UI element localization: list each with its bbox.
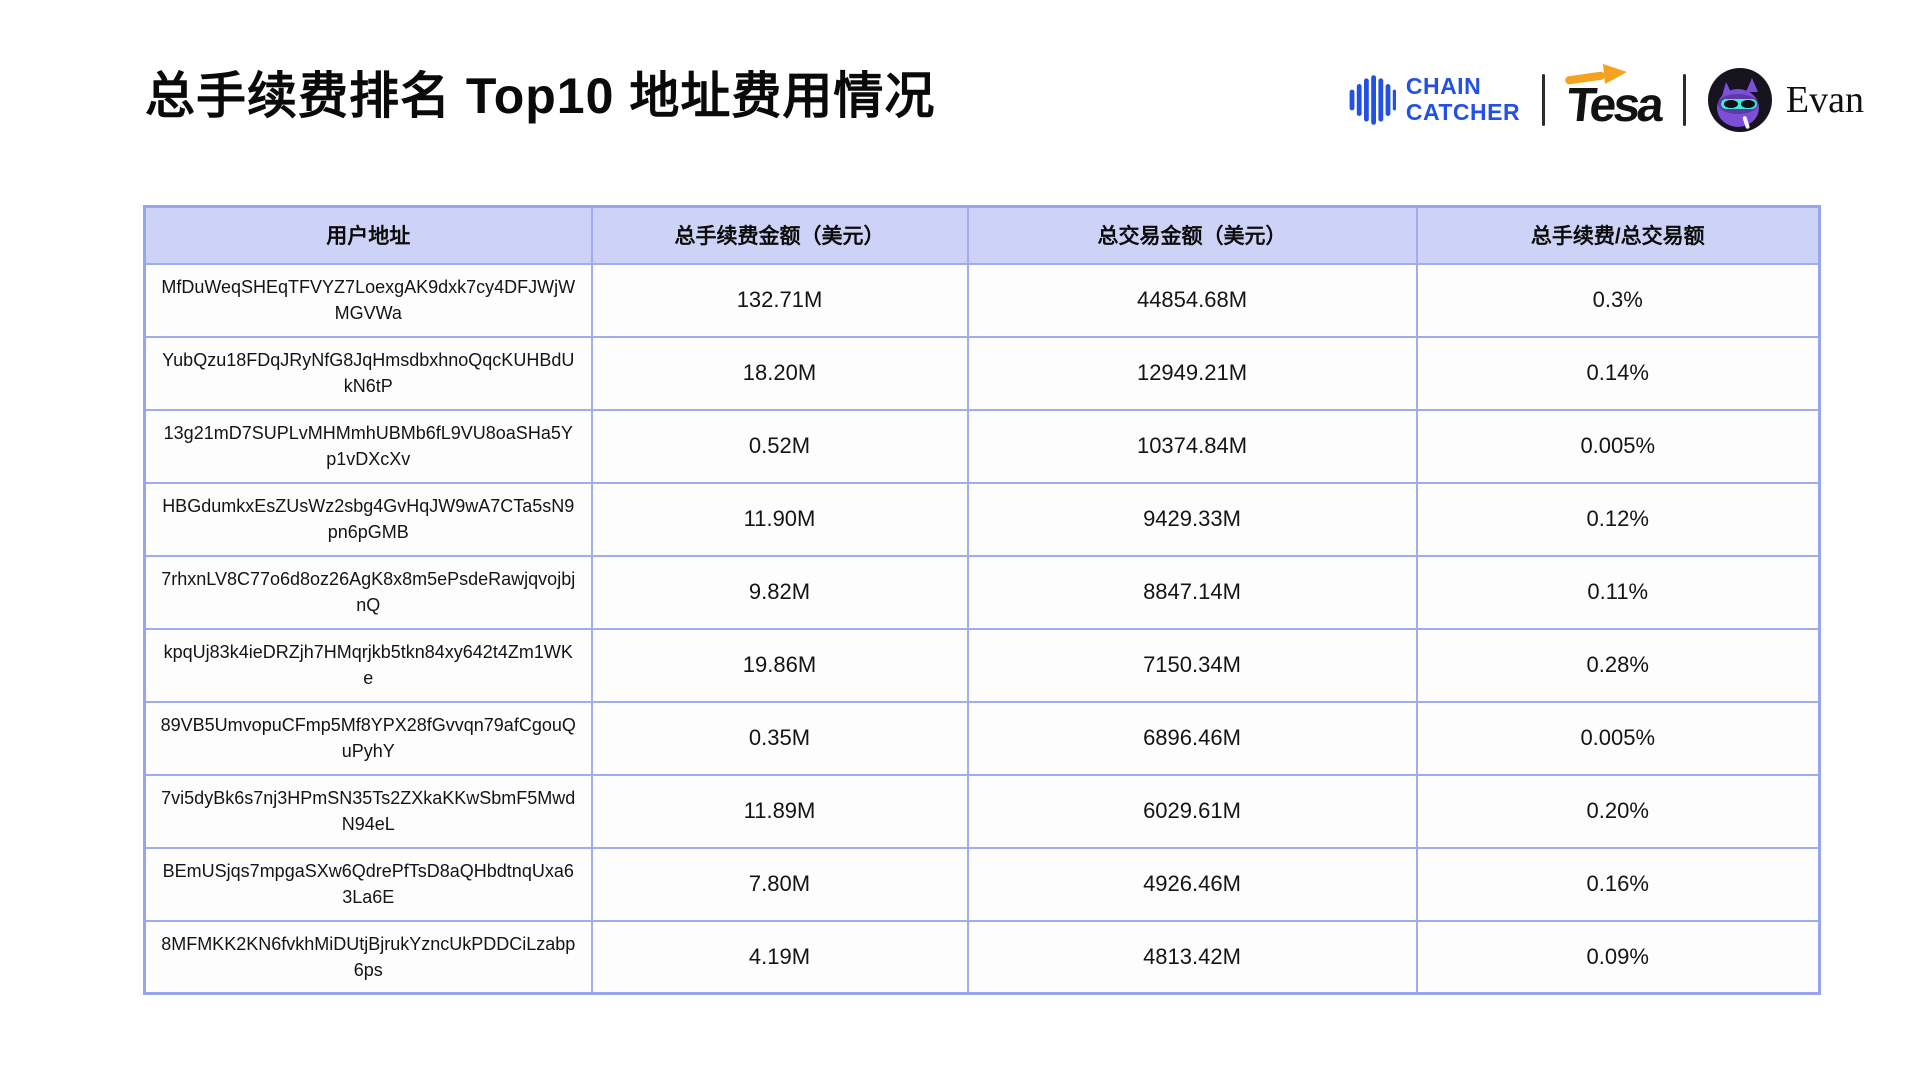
header-total-fee: 总手续费金额（美元） — [590, 205, 969, 265]
evan-logo: Evan — [1707, 68, 1864, 132]
address-cell: YubQzu18FDqJRyNfG8JqHmsdbxhnoQqcKUHBdUkN… — [143, 335, 593, 411]
chaincatcher-bars-icon — [1349, 75, 1396, 125]
page-title: 总手续费排名 Top10 地址费用情况 — [145, 68, 936, 124]
address-cell: 7rhxnLV8C77o6d8oz26AgK8x8m5ePsdeRawjqvoj… — [143, 554, 593, 630]
header-fee-ratio: 总手续费/总交易额 — [1415, 205, 1821, 265]
address-cell: MfDuWeqSHEqTFVYZ7LoexgAK9dxk7cy4DFJWjWMG… — [143, 262, 593, 338]
fee-cell: 4.19M — [590, 919, 969, 995]
ratio-cell: 0.12% — [1415, 481, 1821, 557]
volume-cell: 6029.61M — [966, 773, 1418, 849]
ratio-cell: 0.09% — [1415, 919, 1821, 995]
ratio-cell: 0.005% — [1415, 700, 1821, 776]
ratio-cell: 0.20% — [1415, 773, 1821, 849]
volume-cell: 4926.46M — [966, 846, 1418, 922]
address-cell: 13g21mD7SUPLvMHMmhUBMb6fL9VU8oaSHa5Yp1vD… — [143, 408, 593, 484]
fee-cell: 7.80M — [590, 846, 969, 922]
fee-cell: 19.86M — [590, 627, 969, 703]
fees-table: 用户地址 总手续费金额（美元） 总交易金额（美元） 总手续费/总交易额 MfDu… — [143, 205, 1821, 995]
volume-cell: 8847.14M — [966, 554, 1418, 630]
evan-avatar-icon — [1707, 68, 1772, 132]
table-row: 8MFMKK2KN6fvkhMiDUtjBjrukYzncUkPDDCiLzab… — [143, 919, 1821, 995]
address-cell: kpqUj83k4ieDRZjh7HMqrjkb5tkn84xy642t4Zm1… — [143, 627, 593, 703]
address-cell: BEmUSjqs7mpgaSXw6QdrePfTsD8aQHbdtnqUxa63… — [143, 846, 593, 922]
volume-cell: 4813.42M — [966, 919, 1418, 995]
header-total-volume: 总交易金额（美元） — [966, 205, 1418, 265]
ratio-cell: 0.11% — [1415, 554, 1821, 630]
ratio-cell: 0.16% — [1415, 846, 1821, 922]
fee-cell: 11.89M — [590, 773, 969, 849]
volume-cell: 12949.21M — [966, 335, 1418, 411]
fee-cell: 132.71M — [590, 262, 969, 338]
table-header: 用户地址 总手续费金额（美元） 总交易金额（美元） 总手续费/总交易额 — [143, 205, 1821, 265]
table-row: YubQzu18FDqJRyNfG8JqHmsdbxhnoQqcKUHBdUkN… — [143, 335, 1821, 411]
ratio-cell: 0.14% — [1415, 335, 1821, 411]
table-row: BEmUSjqs7mpgaSXw6QdrePfTsD8aQHbdtnqUxa63… — [143, 846, 1821, 922]
table-row: 89VB5UmvopuCFmp5Mf8YPX28fGvvqn79afCgouQu… — [143, 700, 1821, 776]
address-cell: HBGdumkxEsZUsWz2sbg4GvHqJW9wA7CTa5sN9pn6… — [143, 481, 593, 557]
ratio-cell: 0.005% — [1415, 408, 1821, 484]
fee-cell: 11.90M — [590, 481, 969, 557]
logo-row: CHAIN CATCHER Tesa — [1348, 58, 1864, 142]
logo-divider — [1542, 74, 1546, 126]
chaincatcher-wordmark: CHAIN CATCHER — [1405, 73, 1521, 126]
table-row: 7vi5dyBk6s7nj3HPmSN35Ts2ZXkaKKwSbmF5MwdN… — [143, 773, 1821, 849]
volume-cell: 7150.34M — [966, 627, 1418, 703]
address-cell: 7vi5dyBk6s7nj3HPmSN35Ts2ZXkaKKwSbmF5MwdN… — [143, 773, 593, 849]
volume-cell: 9429.33M — [966, 481, 1418, 557]
table-row: 7rhxnLV8C77o6d8oz26AgK8x8m5ePsdeRawjqvoj… — [143, 554, 1821, 630]
tesa-arrow-icon — [1565, 63, 1628, 84]
chaincatcher-logo: CHAIN CATCHER — [1348, 70, 1520, 130]
table-row: kpqUj83k4ieDRZjh7HMqrjkb5tkn84xy642t4Zm1… — [143, 627, 1821, 703]
tesa-logo: Tesa — [1564, 63, 1664, 133]
volume-cell: 6896.46M — [966, 700, 1418, 776]
fee-cell: 9.82M — [590, 554, 969, 630]
table-row: MfDuWeqSHEqTFVYZ7LoexgAK9dxk7cy4DFJWjWMG… — [143, 262, 1821, 338]
table-row: HBGdumkxEsZUsWz2sbg4GvHqJW9wA7CTa5sN9pn6… — [143, 481, 1821, 557]
fee-cell: 0.52M — [590, 408, 969, 484]
chaincatcher-line1: CHAIN — [1405, 73, 1482, 100]
volume-cell: 44854.68M — [966, 262, 1418, 338]
fee-cell: 0.35M — [590, 700, 969, 776]
evan-wordmark: Evan — [1785, 79, 1864, 121]
table-row: 13g21mD7SUPLvMHMmhUBMb6fL9VU8oaSHa5Yp1vD… — [143, 408, 1821, 484]
tesa-wordmark: Tesa — [1564, 78, 1664, 132]
logo-divider — [1682, 74, 1686, 126]
ratio-cell: 0.28% — [1415, 627, 1821, 703]
header-user-address: 用户地址 — [143, 205, 593, 265]
chaincatcher-line2: CATCHER — [1405, 99, 1521, 125]
ratio-cell: 0.3% — [1415, 262, 1821, 338]
address-cell: 8MFMKK2KN6fvkhMiDUtjBjrukYzncUkPDDCiLzab… — [143, 919, 593, 995]
address-cell: 89VB5UmvopuCFmp5Mf8YPX28fGvvqn79afCgouQu… — [143, 700, 593, 776]
volume-cell: 10374.84M — [966, 408, 1418, 484]
fee-cell: 18.20M — [590, 335, 969, 411]
